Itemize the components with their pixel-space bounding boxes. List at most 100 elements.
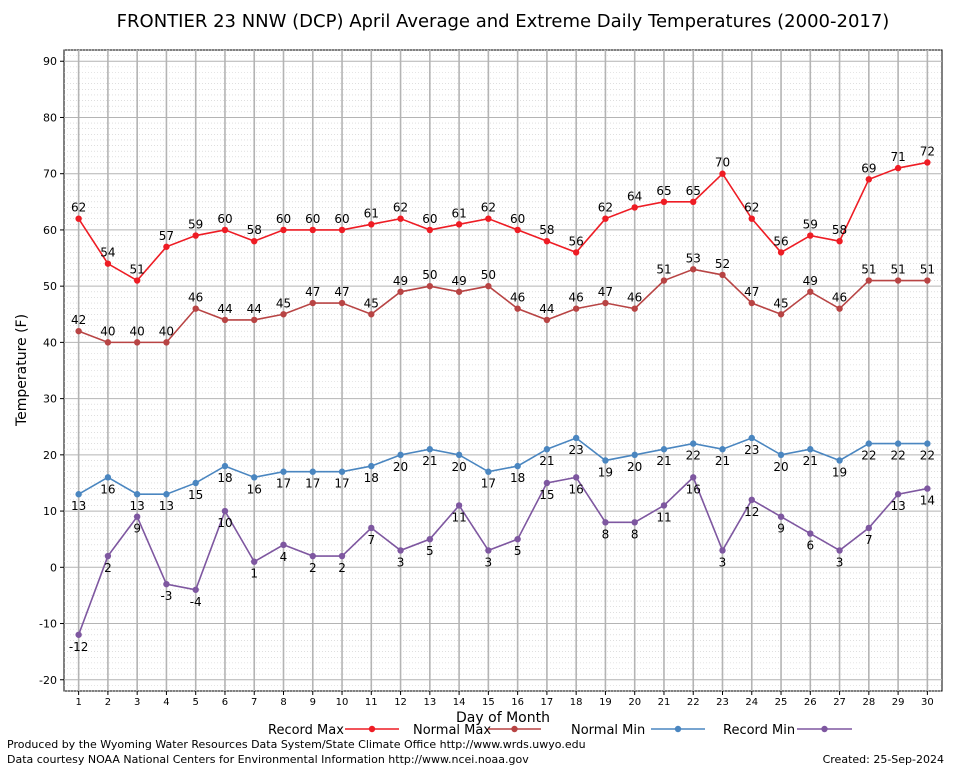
data-point xyxy=(865,176,873,183)
legend-swatch-marker xyxy=(368,725,376,733)
data-point xyxy=(514,226,521,234)
x-tick-label: 20 xyxy=(628,697,641,708)
data-label: 9 xyxy=(777,522,785,536)
data-label: 9 xyxy=(133,522,141,536)
data-point xyxy=(836,547,843,554)
data-point xyxy=(602,519,609,526)
data-label: 62 xyxy=(744,201,759,215)
data-label: 62 xyxy=(71,201,86,215)
data-point xyxy=(514,462,521,470)
x-tick-label: 21 xyxy=(658,697,671,708)
data-point xyxy=(75,491,82,498)
data-label: 71 xyxy=(890,150,905,164)
x-tick-label: 8 xyxy=(280,697,286,708)
data-point xyxy=(221,462,229,470)
data-point xyxy=(543,316,551,324)
legend-label: Record Max xyxy=(268,723,344,738)
data-label: 4 xyxy=(280,550,288,564)
data-point xyxy=(631,519,638,526)
data-point xyxy=(719,170,726,177)
data-point xyxy=(719,271,726,279)
y-tick-label: 30 xyxy=(43,393,57,406)
data-label: 44 xyxy=(247,302,262,316)
data-label: 3 xyxy=(397,555,405,569)
data-point xyxy=(572,474,580,481)
data-label: 16 xyxy=(247,482,262,496)
data-point xyxy=(572,305,580,312)
data-label: 23 xyxy=(569,443,584,457)
data-label: 69 xyxy=(861,161,876,175)
data-point xyxy=(631,451,638,459)
data-point xyxy=(894,491,902,498)
data-point xyxy=(163,491,170,498)
data-label: 50 xyxy=(422,268,437,282)
data-point xyxy=(192,305,199,312)
data-label: -12 xyxy=(69,640,89,654)
legend: Record Max Normal Max Normal Min Record Min xyxy=(268,723,852,738)
data-point xyxy=(894,164,902,172)
data-point xyxy=(748,299,755,307)
data-label: 40 xyxy=(100,324,115,338)
data-label: 57 xyxy=(159,229,174,243)
data-label: 22 xyxy=(920,449,935,463)
data-point xyxy=(924,485,931,492)
data-label: 51 xyxy=(130,263,145,277)
data-label: 59 xyxy=(803,218,818,232)
data-label: 2 xyxy=(104,561,112,575)
data-label: 8 xyxy=(631,527,639,541)
x-tick-label: 29 xyxy=(892,697,905,708)
data-point xyxy=(836,237,843,245)
data-point xyxy=(280,311,287,318)
data-point xyxy=(543,446,551,453)
data-label: 21 xyxy=(422,454,437,468)
data-point xyxy=(485,282,492,290)
data-label: 59 xyxy=(188,218,203,232)
data-point xyxy=(807,530,814,537)
data-point xyxy=(690,266,697,273)
data-label: 13 xyxy=(130,499,145,513)
y-tick-label: 80 xyxy=(43,111,57,124)
data-point xyxy=(894,440,902,447)
data-point xyxy=(602,457,609,464)
x-tick-label: 7 xyxy=(251,697,257,708)
legend-swatch-marker xyxy=(511,725,518,733)
data-label: 56 xyxy=(773,234,788,248)
data-point xyxy=(309,226,316,234)
x-tick-label: 6 xyxy=(222,697,228,708)
data-point xyxy=(368,524,375,532)
data-point xyxy=(894,277,902,284)
data-point xyxy=(426,446,434,453)
data-point xyxy=(280,468,287,475)
data-label: 60 xyxy=(510,212,525,226)
data-point xyxy=(660,446,668,453)
data-label: 20 xyxy=(627,460,642,474)
data-label: 60 xyxy=(276,212,291,226)
x-tick-label: 16 xyxy=(511,697,524,708)
data-point xyxy=(251,474,258,481)
data-point xyxy=(75,215,82,222)
footer-produced-by: Produced by the Wyoming Water Resources … xyxy=(7,738,586,751)
data-point xyxy=(251,558,258,565)
data-point xyxy=(455,502,463,509)
data-point xyxy=(397,215,404,222)
footer-courtesy: Data courtesy NOAA National Centers for … xyxy=(7,753,529,766)
data-point xyxy=(280,226,287,234)
y-axis-label: Temperature (F) xyxy=(14,314,30,427)
data-label: 61 xyxy=(451,206,466,220)
data-point xyxy=(514,305,521,312)
x-tick-label: 23 xyxy=(716,697,729,708)
y-tick-label: -10 xyxy=(39,618,57,631)
data-label: 64 xyxy=(627,189,642,203)
data-point xyxy=(777,311,785,318)
x-tick-label: 14 xyxy=(453,697,466,708)
data-point xyxy=(221,507,229,515)
x-tick-label: 10 xyxy=(336,697,349,708)
data-label: 46 xyxy=(188,291,203,305)
data-point xyxy=(660,502,668,509)
data-label: 21 xyxy=(803,454,818,468)
x-tick-label: 27 xyxy=(833,697,846,708)
y-tick-label: 70 xyxy=(43,168,57,181)
data-label: 40 xyxy=(130,324,145,338)
data-point xyxy=(865,277,873,284)
data-label: 46 xyxy=(569,291,584,305)
